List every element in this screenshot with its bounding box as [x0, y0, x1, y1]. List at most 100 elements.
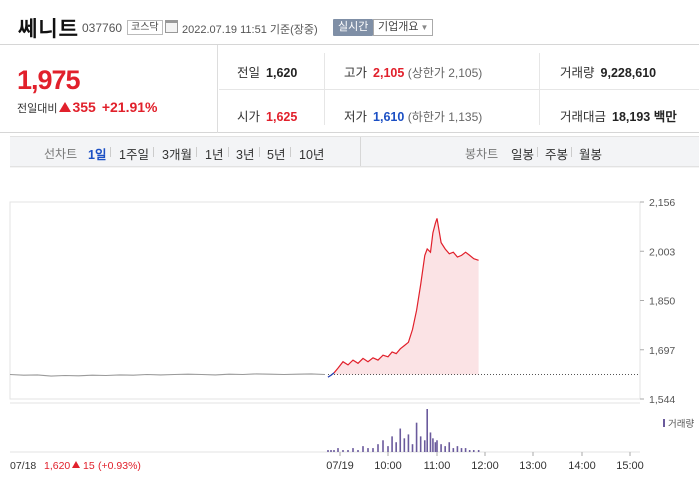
tab-3m[interactable]: 3개월	[162, 148, 192, 162]
prev-day-date: 07/18	[10, 460, 36, 472]
volume-bar	[407, 434, 410, 452]
quote-grid: 전일 1,620 시가 1,625 고가 2,105 (상한가 2,105) 저가 1,…	[219, 45, 699, 133]
volume-bar	[411, 444, 414, 452]
volume-bar	[460, 448, 463, 452]
x-tick-label: 12:00	[471, 460, 499, 472]
high-label: 고가	[344, 66, 368, 80]
prev-close-label: 전일	[237, 66, 261, 80]
prev-day-line	[9, 373, 326, 377]
trade-amount-unit: 백만	[653, 110, 677, 124]
volume-bar	[456, 446, 459, 452]
tab-divider	[110, 147, 111, 157]
volume-bar	[464, 448, 467, 452]
volume-bar	[426, 409, 428, 452]
stock-code: 037760	[82, 21, 123, 35]
today-price-line	[327, 218, 479, 378]
change-amount: 355	[72, 99, 96, 115]
volume-bar	[399, 428, 402, 452]
change-percent: +21.91%	[101, 99, 158, 115]
high-value: 2,105	[373, 66, 405, 80]
column-divider	[324, 53, 325, 125]
volume-bar	[333, 450, 335, 452]
lower-limit: (하한가 1,135)	[407, 110, 483, 124]
row-divider	[219, 89, 699, 90]
volume-bar	[330, 450, 332, 452]
volume-bar	[477, 450, 480, 452]
volume-legend-swatch	[663, 419, 665, 427]
open-value: 1,625	[266, 110, 298, 124]
volume-bar	[440, 444, 442, 452]
stock-name: 쎄니트	[18, 18, 79, 41]
chart-svg: 2,156 2,003 1,850 1,697 1,544 거래량 07/19 10:00…	[9, 166, 699, 472]
market-badge: 코스닥	[127, 20, 163, 35]
volume-bar	[429, 432, 432, 452]
x-tick-label: 15:00	[616, 460, 644, 472]
high-cell: 고가 2,105 (상한가 2,105)	[344, 62, 482, 81]
chart-grid	[9, 166, 699, 453]
volume-bar	[367, 448, 369, 452]
open-cell: 시가 1,625	[237, 106, 297, 125]
tab-group-separator	[360, 137, 361, 166]
volume-bar	[342, 450, 344, 452]
tab-daily-candle[interactable]: 일봉	[511, 148, 535, 162]
y-axis: 2,156 2,003 1,850 1,697 1,544	[640, 197, 675, 406]
change-label: 전일대비	[17, 103, 58, 115]
volume-bar	[357, 450, 359, 452]
volume-layer: 거래량	[327, 409, 694, 452]
tab-1y[interactable]: 1년	[205, 148, 224, 162]
prev-day-close: 1,620	[44, 460, 70, 472]
prev-day-up-arrow-icon	[72, 461, 80, 468]
volume-bar	[362, 446, 364, 452]
price-chart[interactable]: 2,156 2,003 1,850 1,697 1,544 거래량 07/19 10:00…	[0, 166, 699, 481]
tab-1w[interactable]: 1주일	[119, 148, 149, 162]
volume-cell: 거래량 9,228,610	[560, 62, 656, 81]
volume-bar	[423, 440, 426, 452]
volume-bar	[327, 450, 329, 452]
prev-day-change-percent: (+0.93%)	[98, 460, 141, 472]
low-cell: 저가 1,610 (하한가 1,135)	[344, 106, 482, 125]
y-tick-label: 2,003	[649, 246, 675, 258]
tab-1d[interactable]: 1일	[88, 148, 107, 162]
y-tick-label: 2,156	[649, 197, 675, 209]
quote-timestamp: 2022.07.19 11:51 기준(장중)	[182, 24, 318, 36]
x-tick-label: 11:00	[424, 460, 451, 472]
volume-bar	[452, 448, 455, 452]
area-fill-layer	[334, 218, 479, 375]
realtime-button[interactable]: 실시간	[333, 19, 374, 36]
tab-divider	[259, 147, 260, 157]
volume-bar	[415, 422, 418, 452]
plot-frame	[9, 201, 641, 400]
low-label: 저가	[344, 110, 368, 124]
line-chart-label: 선차트	[44, 147, 78, 161]
chart-footer: 07/18 1,620 15 (+0.93%)	[10, 460, 141, 472]
trade-amount-label: 거래대금	[560, 110, 607, 124]
today-below-ref-segment	[327, 372, 335, 378]
chart-period-tabs: 선차트 1일 1주일 3개월 1년 3년 5년 10년 봉차트 일봉 주봉 월봉	[10, 136, 699, 167]
tab-divider	[196, 147, 197, 157]
x-axis: 07/19 10:00 11:00 12:00 13:00 14:00 15:00	[326, 452, 644, 472]
tab-3y[interactable]: 3년	[236, 148, 255, 162]
stock-header: 쎄니트 037760 코스닥 2022.07.19 11:51 기준(장중) 실…	[0, 0, 699, 50]
volume-bar	[391, 436, 393, 452]
x-tick-label: 07/19	[326, 460, 354, 472]
prev-day-change: 15	[83, 460, 95, 472]
chevron-down-icon: ▼	[420, 23, 429, 32]
current-price: 1,975	[17, 65, 81, 95]
tab-weekly-candle[interactable]: 주봉	[545, 148, 569, 162]
prev-close-value: 1,620	[266, 66, 298, 80]
volume-bar	[434, 442, 437, 452]
volume-bar	[468, 450, 471, 452]
x-tick-label: 14:00	[568, 460, 596, 472]
volume-bar	[436, 440, 438, 452]
trade-amount-value: 18,193	[612, 110, 651, 124]
tab-10y[interactable]: 10년	[299, 148, 325, 162]
low-value: 1,610	[373, 110, 405, 124]
y-tick-label: 1,850	[649, 296, 675, 308]
volume-bar	[387, 446, 389, 452]
tab-monthly-candle[interactable]: 월봉	[579, 148, 603, 162]
y-tick-label: 1,697	[649, 345, 675, 357]
volume-bar	[403, 438, 406, 452]
company-overview-dropdown[interactable]: 기업개요 ▼	[373, 19, 434, 36]
tab-5y[interactable]: 5년	[267, 148, 286, 162]
volume-bar	[432, 438, 434, 452]
